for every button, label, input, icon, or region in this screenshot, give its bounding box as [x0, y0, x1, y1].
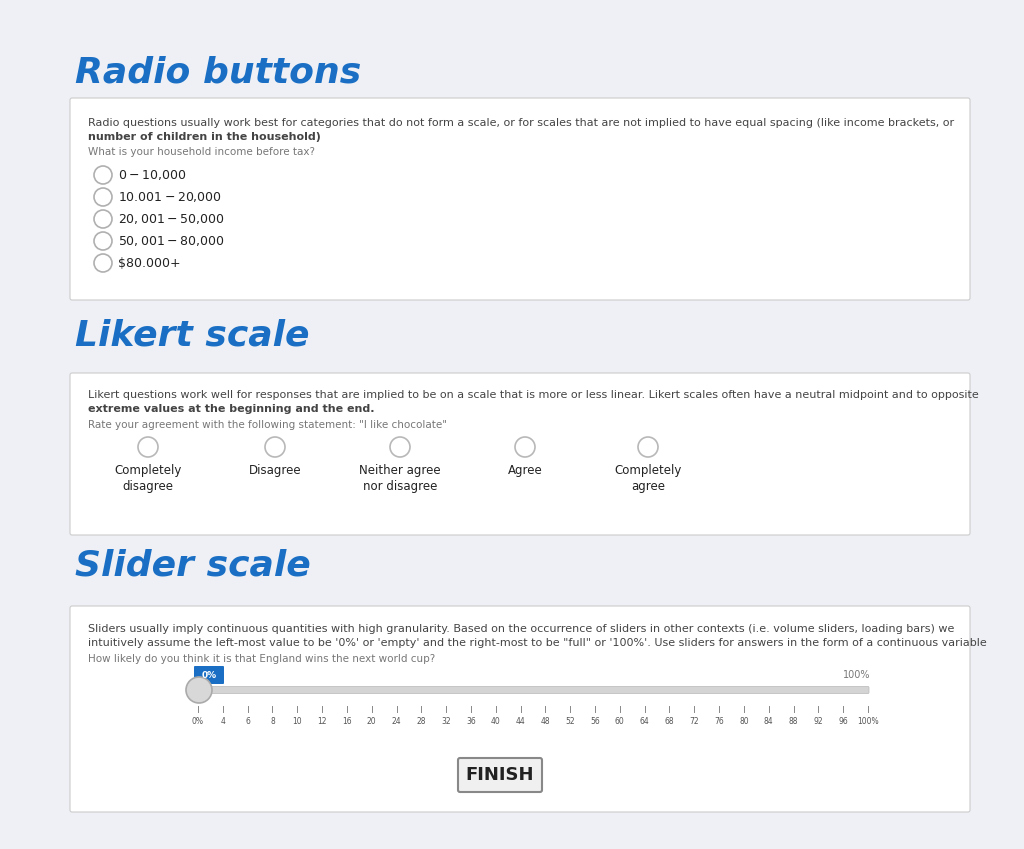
Text: Disagree: Disagree — [249, 464, 301, 477]
Text: Likert questions work well for responses that are implied to be on a scale that : Likert questions work well for responses… — [88, 390, 979, 400]
Text: 64: 64 — [640, 717, 649, 726]
Text: How likely do you think it is that England wins the next world cup?: How likely do you think it is that Engla… — [88, 654, 435, 664]
Circle shape — [138, 437, 158, 457]
Text: 60: 60 — [615, 717, 625, 726]
FancyBboxPatch shape — [70, 606, 970, 812]
Circle shape — [94, 254, 112, 272]
Text: 12: 12 — [317, 717, 327, 726]
Circle shape — [94, 210, 112, 228]
Text: 96: 96 — [839, 717, 848, 726]
Text: 88: 88 — [788, 717, 799, 726]
Text: $20,001 - $50,000: $20,001 - $50,000 — [118, 212, 224, 226]
Circle shape — [94, 166, 112, 184]
Text: 10: 10 — [293, 717, 302, 726]
Text: 20: 20 — [367, 717, 377, 726]
Circle shape — [94, 232, 112, 250]
Text: 16: 16 — [342, 717, 351, 726]
Text: 28: 28 — [417, 717, 426, 726]
Text: 0%: 0% — [193, 717, 204, 726]
Text: 44: 44 — [516, 717, 525, 726]
Circle shape — [186, 677, 212, 703]
FancyBboxPatch shape — [197, 687, 869, 694]
Text: Completely
disagree: Completely disagree — [115, 464, 181, 493]
Text: $80.000+: $80.000+ — [118, 256, 180, 269]
Text: 56: 56 — [590, 717, 600, 726]
Text: number of children in the household): number of children in the household) — [88, 132, 321, 142]
Circle shape — [94, 188, 112, 206]
Text: 48: 48 — [541, 717, 550, 726]
Text: 68: 68 — [665, 717, 674, 726]
Text: 6: 6 — [245, 717, 250, 726]
Text: 40: 40 — [490, 717, 501, 726]
Text: 100%: 100% — [843, 670, 870, 680]
FancyBboxPatch shape — [70, 373, 970, 535]
Text: 80: 80 — [739, 717, 749, 726]
Text: $50,001 - $80,000: $50,001 - $80,000 — [118, 234, 224, 248]
Circle shape — [265, 437, 285, 457]
Text: 52: 52 — [565, 717, 575, 726]
Text: 92: 92 — [813, 717, 823, 726]
Text: $0 - $10,000: $0 - $10,000 — [118, 168, 186, 182]
Text: 0%: 0% — [202, 671, 216, 679]
Text: 8: 8 — [270, 717, 274, 726]
Text: extreme values at the beginning and the end.: extreme values at the beginning and the … — [88, 404, 375, 414]
Text: 84: 84 — [764, 717, 773, 726]
Text: 76: 76 — [714, 717, 724, 726]
Text: Slider scale: Slider scale — [75, 548, 310, 582]
Text: 4: 4 — [220, 717, 225, 726]
FancyBboxPatch shape — [194, 666, 224, 684]
Text: Rate your agreement with the following statement: "I like chocolate": Rate your agreement with the following s… — [88, 420, 447, 430]
Text: Radio questions usually work best for categories that do not form a scale, or fo: Radio questions usually work best for ca… — [88, 118, 954, 128]
FancyBboxPatch shape — [458, 758, 542, 792]
Text: What is your household income before tax?: What is your household income before tax… — [88, 147, 315, 157]
Circle shape — [638, 437, 658, 457]
Text: 32: 32 — [441, 717, 451, 726]
Text: Radio buttons: Radio buttons — [75, 55, 361, 89]
Text: FINISH: FINISH — [466, 766, 535, 784]
Text: Agree: Agree — [508, 464, 543, 477]
Text: 100%: 100% — [857, 717, 879, 726]
Text: 24: 24 — [392, 717, 401, 726]
Text: intuitively assume the left-most value to be '0%' or 'empty' and the right-most : intuitively assume the left-most value t… — [88, 638, 987, 648]
Text: Sliders usually imply continuous quantities with high granularity. Based on the : Sliders usually imply continuous quantit… — [88, 624, 954, 634]
Text: Neither agree
nor disagree: Neither agree nor disagree — [359, 464, 440, 493]
Text: 36: 36 — [466, 717, 476, 726]
Text: Completely
agree: Completely agree — [614, 464, 682, 493]
Text: 72: 72 — [689, 717, 699, 726]
Text: Likert scale: Likert scale — [75, 318, 309, 352]
Circle shape — [390, 437, 410, 457]
FancyBboxPatch shape — [70, 98, 970, 300]
Circle shape — [515, 437, 535, 457]
Text: $10.001 - $20,000: $10.001 - $20,000 — [118, 190, 222, 204]
